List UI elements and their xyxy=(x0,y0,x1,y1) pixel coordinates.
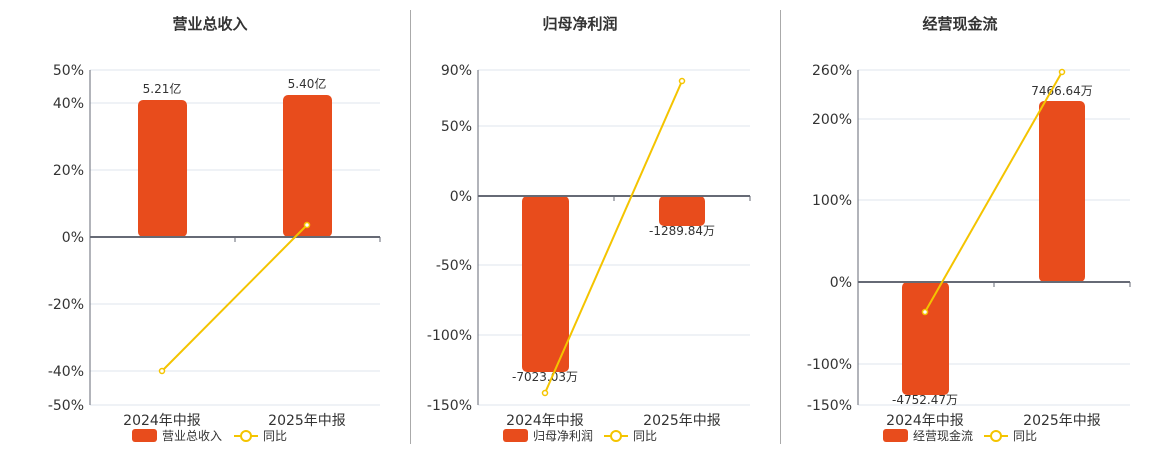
svg-text:50%: 50% xyxy=(53,63,84,79)
svg-text:200%: 200% xyxy=(812,112,852,128)
chart-operating-cash-flow: 经营现金流 260% 200% 100% 0% -100% -150% -475… xyxy=(780,0,1160,450)
x-label: 2025年中报 xyxy=(268,413,346,429)
legend-bar-swatch xyxy=(132,429,157,442)
svg-text:20%: 20% xyxy=(53,163,84,179)
x-label: 2024年中报 xyxy=(123,413,201,429)
bar-2025[interactable] xyxy=(659,196,705,226)
y-axis-labels: 90% 50% 0% -50% -100% -150% xyxy=(427,63,472,414)
svg-text:0%: 0% xyxy=(62,230,84,246)
svg-text:营业总收入: 营业总收入 xyxy=(162,429,222,443)
legend-line-icon xyxy=(610,430,622,442)
yoy-point[interactable] xyxy=(303,221,311,229)
svg-text:0%: 0% xyxy=(830,275,852,291)
yoy-line[interactable] xyxy=(544,80,683,394)
yoy-point[interactable] xyxy=(678,77,686,85)
bar-2025[interactable] xyxy=(283,95,332,237)
svg-text:-50%: -50% xyxy=(436,258,472,274)
y-axis-labels: 50% 40% 20% 0% -20% -40% -50% xyxy=(48,63,84,414)
x-label: 2024年中报 xyxy=(886,413,964,429)
chart-revenue: 营业总收入 50% 40% 20% 0% -20% -40% -50% 5.21… xyxy=(0,0,410,450)
bar-2024[interactable] xyxy=(138,100,187,237)
legend[interactable]: 营业总收入 同比 xyxy=(132,429,287,443)
yoy-line[interactable] xyxy=(924,71,1063,313)
bar-label-2024: -4752.47万 xyxy=(892,393,958,407)
yoy-point[interactable] xyxy=(541,389,549,397)
bar-label-2025: -1289.84万 xyxy=(649,224,715,238)
yoy-point[interactable] xyxy=(921,308,929,316)
legend-line-icon xyxy=(240,430,252,442)
bar-label-2025: 5.40亿 xyxy=(288,76,327,91)
yoy-line[interactable] xyxy=(161,224,308,372)
svg-text:50%: 50% xyxy=(441,119,472,135)
x-label: 2025年中报 xyxy=(643,413,721,429)
bar-label-2024: 5.21亿 xyxy=(143,81,182,96)
panel-divider-1 xyxy=(410,10,411,444)
svg-text:-100%: -100% xyxy=(427,328,472,344)
yoy-point[interactable] xyxy=(158,367,166,375)
svg-text:-40%: -40% xyxy=(48,364,84,380)
bar-2025[interactable] xyxy=(1039,101,1085,282)
svg-text:同比: 同比 xyxy=(1013,429,1037,443)
svg-text:90%: 90% xyxy=(441,63,472,79)
svg-text:260%: 260% xyxy=(812,63,852,79)
legend-line-icon xyxy=(990,430,1002,442)
bar-label-2024: -7023.03万 xyxy=(512,370,578,384)
chart-title: 归母净利润 xyxy=(542,15,617,33)
legend-bar-swatch xyxy=(883,429,908,442)
svg-text:同比: 同比 xyxy=(263,429,287,443)
chart-title: 经营现金流 xyxy=(922,15,997,33)
panel-divider-2 xyxy=(780,10,781,444)
svg-text:0%: 0% xyxy=(450,189,472,205)
svg-text:归母净利润: 归母净利润 xyxy=(533,429,593,443)
gridlines xyxy=(858,69,1130,406)
svg-text:-20%: -20% xyxy=(48,297,84,313)
svg-text:-100%: -100% xyxy=(807,357,852,373)
svg-text:-150%: -150% xyxy=(427,398,472,414)
chart-title: 营业总收入 xyxy=(172,15,247,33)
legend[interactable]: 经营现金流 同比 xyxy=(883,428,1037,443)
x-label: 2025年中报 xyxy=(1023,413,1101,429)
chart-net-profit: 归母净利润 90% 50% 0% -50% -100% -150% -7023.… xyxy=(400,0,780,450)
svg-text:-50%: -50% xyxy=(48,398,84,414)
bar-label-2025: 7466.64万 xyxy=(1031,84,1093,98)
svg-text:-150%: -150% xyxy=(807,398,852,414)
y-axis-labels: 260% 200% 100% 0% -100% -150% xyxy=(807,63,852,414)
svg-text:经营现金流: 经营现金流 xyxy=(913,428,973,443)
bar-2024[interactable] xyxy=(522,196,569,372)
x-label: 2024年中报 xyxy=(506,413,584,429)
svg-text:同比: 同比 xyxy=(633,429,657,443)
yoy-point[interactable] xyxy=(1058,68,1066,76)
bar-2024[interactable] xyxy=(902,282,949,395)
legend-bar-swatch xyxy=(503,429,528,442)
svg-text:40%: 40% xyxy=(53,96,84,112)
legend[interactable]: 归母净利润 同比 xyxy=(503,429,657,443)
svg-text:100%: 100% xyxy=(812,193,852,209)
